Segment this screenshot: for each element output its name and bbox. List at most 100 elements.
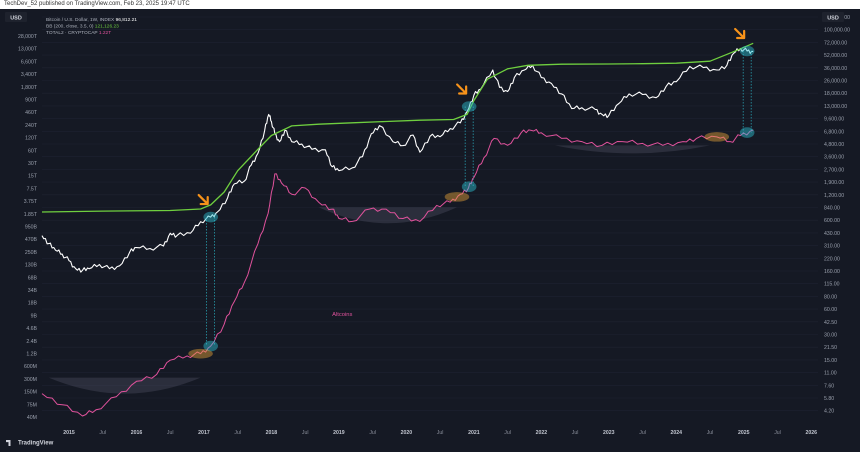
- chart-frame: [0, 9, 860, 452]
- orange-highlight: [188, 348, 213, 359]
- x-axis-tick-label: 2018: [266, 430, 278, 436]
- teal-highlight: [203, 211, 218, 223]
- teal-highlight: [739, 127, 755, 138]
- right-axis-tick-label: 6,800.00: [824, 129, 844, 135]
- right-axis-tick-label: 72,000.00: [824, 40, 847, 46]
- left-axis-tick-label: 13,000T: [18, 47, 38, 53]
- arrow-icon: [734, 27, 746, 40]
- x-axis-tick-label: 2017: [198, 430, 210, 436]
- x-axis-tick-label: 2015: [63, 430, 75, 436]
- teal-highlight: [461, 181, 477, 193]
- altcoins-annotation: Altcoins: [332, 312, 352, 318]
- legend-label: Bitcoin / U.S. Dollar, 1W, INDEX 96,812.…: [46, 17, 137, 23]
- left-axis-tick-label: 950B: [25, 225, 38, 231]
- left-axis-tick-label: 68B: [28, 275, 38, 281]
- x-axis-tick-label: Jul: [99, 430, 106, 436]
- accumulation-shade: [48, 377, 201, 394]
- right-axis-tick-label: 9,600.00: [824, 117, 844, 123]
- left-axis-tick-label: 460T: [25, 110, 38, 116]
- left-axis-tick-label: 18B: [28, 301, 38, 307]
- left-axis-tick-label: 120T: [25, 136, 38, 142]
- currency-label-left: USD: [10, 16, 22, 22]
- legend-label: TOTAL2 · CRYPTOCAP 1.22T: [46, 30, 111, 36]
- x-axis-tick-label: 2024: [671, 430, 683, 436]
- currency-label-right: USD: [827, 16, 839, 22]
- tradingview-mark-icon: [6, 440, 11, 446]
- x-axis-tick-label: Jul: [707, 430, 714, 436]
- right-axis-tick-label: 160.00: [824, 269, 840, 275]
- left-axis-tick-label: 7.5T: [27, 186, 38, 192]
- right-axis-tick-label: 80.00: [824, 294, 837, 300]
- x-axis-tick-label: 2021: [468, 430, 480, 436]
- arrow-icon: [456, 83, 468, 95]
- right-axis-tick-label: 600.00: [824, 218, 840, 224]
- right-axis-tick-label: 7.60: [824, 383, 834, 389]
- right-axis-tick-label: 5.80: [824, 396, 834, 402]
- x-axis-tick-label: Jul: [234, 430, 241, 436]
- left-axis-tick-label: 40M: [27, 415, 37, 421]
- right-axis-tick-label: 52,000.00: [824, 53, 847, 59]
- right-axis-tick-label: 4.20: [824, 409, 834, 415]
- tradingview-wordmark: TradingView: [18, 440, 54, 447]
- accumulation-shade: [554, 145, 711, 154]
- left-axis-tick-label: 1.2B: [26, 352, 37, 358]
- right-axis-tick-label: 15.00: [824, 358, 837, 364]
- teal-highlight: [739, 45, 755, 57]
- x-axis-tick-label: 2020: [401, 430, 413, 436]
- x-axis-tick-label: Jul: [572, 430, 579, 436]
- x-axis-tick-label: 2022: [536, 430, 548, 436]
- right-axis-tick-label: 100,000.00: [824, 28, 850, 34]
- right-axis-tick-label: 60.00: [824, 307, 837, 313]
- left-axis-tick-label: 3,400T: [21, 72, 38, 78]
- legend-value: 96,812.21: [116, 17, 138, 23]
- right-axis-tick-label: 42.50: [824, 320, 837, 326]
- right-axis-tick-label: 26,000.00: [824, 79, 847, 85]
- x-axis-tick-label: Jul: [302, 430, 309, 436]
- left-axis-tick-label: 150M: [24, 390, 37, 396]
- legend-value: 1.22T: [99, 30, 111, 36]
- right-axis-tick-label: 840.00: [824, 206, 840, 212]
- total2-series-line: [41, 128, 754, 417]
- left-axis-tick-label: 28,000T: [18, 34, 38, 40]
- orange-highlight: [444, 192, 470, 202]
- legend-label: BB (200, close, 3.5, 0) 121,126.23: [46, 24, 119, 30]
- x-axis-tick-label: Jul: [369, 430, 376, 436]
- left-axis-tick-label: 900T: [25, 98, 38, 104]
- right-axis-tick-label: 430.00: [824, 231, 840, 237]
- left-axis-tick-label: 4.6B: [26, 326, 37, 332]
- left-axis-tick-label: 34B: [28, 288, 38, 294]
- left-axis-tick-label: 6,600T: [21, 59, 38, 65]
- right-axis-tick-label: 3,600.00: [824, 155, 844, 161]
- arrow-icon: [197, 193, 209, 206]
- right-axis-tick-label: 1,900.00: [824, 180, 844, 186]
- left-axis-tick-label: 240T: [25, 123, 38, 129]
- currency-box-right: [822, 12, 844, 22]
- right-axis-tick-label: 2,700.00: [824, 167, 844, 173]
- right-axis-tick-label: 310.00: [824, 244, 840, 250]
- left-axis-tick-label: 15T: [28, 174, 38, 180]
- left-axis-tick-label: 1.85T: [24, 212, 38, 218]
- right-axis-tick-label: 18,000.00: [824, 91, 847, 97]
- left-axis-tick-label: 600M: [24, 364, 37, 370]
- right-axis-tick-label: 1,200.00: [824, 193, 844, 199]
- x-axis-tick-label: Jul: [639, 430, 646, 436]
- x-axis-tick-label: Jul: [437, 430, 444, 436]
- x-axis-tick-label: 2025: [738, 430, 750, 436]
- tradingview-logo: TradingView: [6, 440, 53, 447]
- left-axis-tick-label: 9B: [31, 313, 38, 319]
- bb-series-line: [41, 42, 754, 213]
- left-axis-tick-label: 3.75T: [24, 199, 38, 205]
- right-axis-tick-label: 4,800.00: [824, 142, 844, 148]
- legend-value: 121,126.23: [95, 24, 119, 30]
- right-axis-tick-label: 21.50: [824, 345, 837, 351]
- right-axis-tick-label: 36,000.00: [824, 66, 847, 72]
- x-axis-tick-label: 2016: [131, 430, 143, 436]
- teal-highlight: [461, 101, 477, 112]
- right-axis-tick-label: 13,000.00: [824, 104, 847, 110]
- btc-series-line: [41, 47, 754, 273]
- x-axis-tick-label: Jul: [774, 430, 781, 436]
- x-axis-tick-label: Jul: [167, 430, 174, 436]
- x-axis-tick-label: 2023: [603, 430, 615, 436]
- right-axis-tick-label: 220.00: [824, 256, 840, 262]
